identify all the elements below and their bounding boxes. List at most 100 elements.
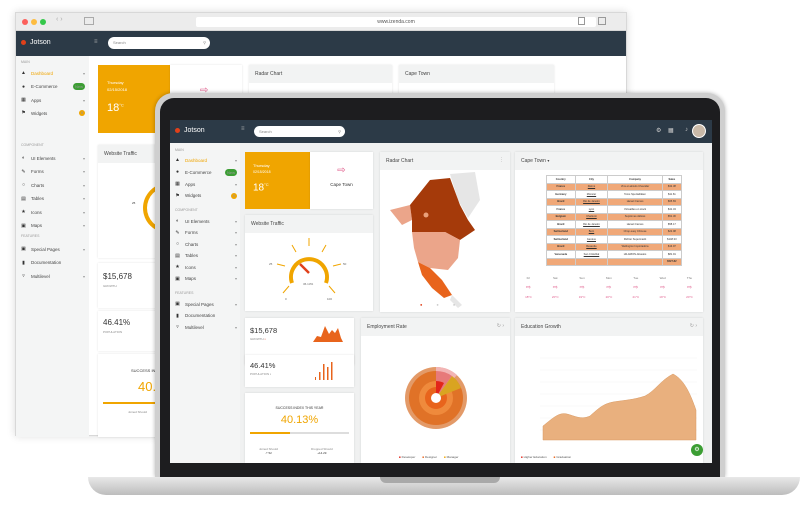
sidebar-item-documentation[interactable]: ▮ Documentation <box>176 312 216 319</box>
radar-card-back: Radar Chart <box>249 65 392 95</box>
address-bar[interactable]: www.izenda.com <box>196 17 596 27</box>
search-input[interactable]: Search ⚲ <box>108 37 210 49</box>
more-options-icon[interactable]: ⋮ <box>499 157 504 163</box>
sidebar-item-charts[interactable]: ○ Charts ▾ <box>175 241 237 247</box>
table-row: Venezuela San Cristóbal HILARION-Abastos $8… <box>546 250 683 259</box>
table-cell: Brazil <box>546 242 576 251</box>
app-logo: Jotson <box>21 39 51 46</box>
filter-icon: ▿ <box>176 324 179 330</box>
sidebar-item-forms[interactable]: ✎ Forms ▾ <box>21 168 85 175</box>
tabs-icon[interactable] <box>598 17 606 25</box>
table-cell[interactable]: San Cristóbal <box>574 250 609 259</box>
table-cell: Germany <box>546 190 576 199</box>
sidebar-item-special-pages[interactable]: ▣ Special Pages ▾ <box>21 246 85 252</box>
search-input[interactable]: Search ⚲ <box>254 126 345 137</box>
employment-rate-card: Employment Rate ↻ › ■ Developer ■ Design… <box>361 318 510 463</box>
sidebar-item-widgets[interactable]: ⚑ Widgets 8 <box>21 110 85 116</box>
maximize-window-button[interactable] <box>40 19 46 25</box>
weather-city-card: ⇨ Cape Town <box>310 152 373 209</box>
settings-fab-button[interactable]: ⚙ <box>691 444 703 456</box>
app-name: Jotson <box>184 127 205 134</box>
table-cell[interactable]: Bern <box>574 227 609 236</box>
sidebar-item-multilevel[interactable]: ▿ Multilevel ▾ <box>22 273 85 279</box>
sidebar-item-maps[interactable]: ▣ Maps ▾ <box>21 222 85 229</box>
avatar[interactable] <box>692 124 706 138</box>
forecast-row: Fri ⇨ 18°C Sat ⇨ 20°C Sun ⇨ 19°C Mon ⇨ 20°C Tue ⇨ 21°C… <box>515 276 703 299</box>
laptop-screen: Jotson ≡ Search ⚲ ⚙ ▦ ♪ Main ▲ Dashboard ▾ … <box>170 120 712 463</box>
gauge-tick: 50 <box>343 262 347 266</box>
table-icon: ▤ <box>175 252 180 259</box>
success-index-card: SUCCESS INDEX THIS YEAR 40.13% Joined Sh… <box>245 393 354 463</box>
bag-icon: ● <box>21 83 26 90</box>
table-cell: $22.98 <box>661 227 683 236</box>
sidebar-item-ui-elements[interactable]: ◐ UI Elements ▾ <box>21 155 85 161</box>
notification-bell-icon[interactable]: ♪ <box>685 127 688 133</box>
home-icon: ▲ <box>21 70 26 76</box>
minimize-window-button[interactable] <box>31 19 37 25</box>
menu-icon[interactable]: ≡ <box>94 39 98 45</box>
employment-sunburst <box>405 366 467 429</box>
table-row: Brazil Rio de Janeiro Hanari Carnes $58.17 <box>546 220 683 229</box>
new-badge: New <box>224 168 237 176</box>
table-row: France Lyon Victuailles en stock $41.34 <box>546 205 683 214</box>
browser-toolbar: ‹ › www.izenda.com <box>16 13 626 31</box>
sidebar-item-ui-elements[interactable]: ◐ UI Elements ▾ <box>175 218 237 224</box>
sidebar-item-forms[interactable]: ✎ Forms ▾ <box>175 229 237 236</box>
sidebar-item-multilevel[interactable]: ▿ Multilevel ▾ <box>176 324 237 330</box>
table-cell[interactable]: Reims <box>574 182 609 191</box>
back-icon[interactable]: ‹ › <box>56 16 63 23</box>
sidebar-item-tables[interactable]: ▤ Tables ▾ <box>175 252 237 259</box>
sidebar-item-icons[interactable]: ★ Icons ▾ <box>21 209 85 215</box>
weather-date: 02/15/2018 <box>253 170 271 174</box>
sidebar: Main ▲ Dashboard ▾ ● E-Commerce New ▦ Apps ▾ ⚑… <box>170 143 240 463</box>
table-row: Germany Münster Toms Spezialitäten $11.61 <box>546 190 683 199</box>
sidebar-item-e-commerce[interactable]: ● E-Commerce New <box>21 83 85 90</box>
section-title: Features <box>175 291 194 295</box>
table-cell[interactable]: Charleroi <box>574 212 609 221</box>
pie-icon: ○ <box>175 241 180 247</box>
sidebar-toggle-icon[interactable] <box>84 17 94 25</box>
sidebar-item-charts[interactable]: ○ Charts ▾ <box>21 182 85 188</box>
table-cell: $81.91 <box>661 250 683 259</box>
wind-icon: ⇨ <box>552 285 558 291</box>
total-row: $527.82 <box>546 257 683 266</box>
map-legend: ● ● ● <box>420 302 456 307</box>
sidebar-item-dashboard[interactable]: ▲ Dashboard ▾ <box>175 157 237 163</box>
sidebar-item-tables[interactable]: ▤ Tables ▾ <box>21 195 85 202</box>
sidebar-item-e-commerce[interactable]: ● E-Commerce New <box>175 168 237 176</box>
sidebar-item-widgets[interactable]: ⚑ Widgets 8 <box>175 192 237 199</box>
education-growth-card: Education Growth ↻ › ■ Higher Education … <box>515 318 703 463</box>
cape-town-card: Cape Town ▾ Country City Company Sales Franc… <box>515 152 703 312</box>
refresh-icon[interactable]: ↻ › <box>496 323 504 329</box>
laptop-notch <box>380 477 500 483</box>
layers-icon: ◐ <box>175 218 180 224</box>
close-window-button[interactable] <box>22 19 28 25</box>
sidebar-item-icons[interactable]: ★ Icons ▾ <box>175 264 237 270</box>
sidebar-item-apps[interactable]: ▦ Apps ▾ <box>175 181 237 187</box>
weather-day: Thursday <box>253 163 270 168</box>
section-title: Component <box>21 143 44 147</box>
sidebar-item-documentation[interactable]: ▮ Documentation <box>22 259 62 266</box>
table-cell[interactable]: Rio de Janeiro <box>574 197 609 206</box>
sidebar-item-special-pages[interactable]: ▣ Special Pages ▾ <box>175 301 237 307</box>
table-cell[interactable]: Rio de Janeiro <box>574 220 609 229</box>
share-icon[interactable] <box>578 17 585 25</box>
table-cell: Chop-suey Chinese <box>607 227 663 236</box>
table-cell[interactable]: Lyon <box>574 205 609 214</box>
refresh-icon[interactable]: ↻ › <box>689 323 697 329</box>
table-row: Switzerland Bern Chop-suey Chinese $22.98 <box>546 227 683 236</box>
menu-icon[interactable]: ≡ <box>241 126 245 132</box>
forecast-day: Sun ⇨ 19°C <box>578 276 586 299</box>
sidebar-item-dashboard[interactable]: ▲ Dashboard ▾ <box>21 70 85 76</box>
sidebar-item-maps[interactable]: ▣ Maps ▾ <box>175 275 237 282</box>
app-header: Jotson ≡ Search ⚲ ⚙ ▦ ♪ <box>170 120 712 143</box>
table-cell[interactable]: Münster <box>574 190 609 199</box>
table-cell: France <box>546 205 576 214</box>
table-cell[interactable]: Resende <box>574 242 609 251</box>
forecast-day: Tue ⇨ 21°C <box>632 276 640 299</box>
table-cell[interactable]: Genève <box>574 235 609 244</box>
apps-grid-icon[interactable]: ▦ <box>668 128 674 134</box>
page-icon: ▣ <box>175 301 180 307</box>
sidebar-item-apps[interactable]: ▦ Apps ▾ <box>21 97 85 103</box>
settings-icon[interactable]: ⚙ <box>656 128 662 134</box>
